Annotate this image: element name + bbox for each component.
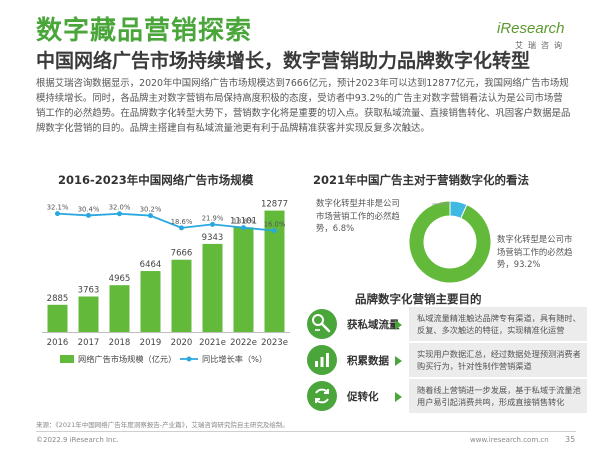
arrow-icon xyxy=(395,320,402,330)
traffic-icon xyxy=(307,309,337,339)
x-tick-label: 2018 xyxy=(109,338,131,348)
x-tick-label: 2016 xyxy=(47,338,69,348)
growth-point xyxy=(210,221,215,227)
bar xyxy=(47,304,68,332)
x-tick-label: 2017 xyxy=(78,338,100,348)
growth-label: 21.9% xyxy=(202,214,224,222)
goal-row-conversion: 促转化 随着线上营销进一步发展，基于私域于流量池用户易引起消费共鸣，形成直接销售… xyxy=(305,379,587,415)
donut-slice xyxy=(408,200,492,284)
bar-value-label: 7666 xyxy=(171,249,193,259)
footer-divider xyxy=(36,431,576,432)
bar-value-label: 12877 xyxy=(261,200,288,210)
data-icon xyxy=(307,345,337,375)
bar-value-label: 3763 xyxy=(78,286,100,296)
legend-swatch-bars xyxy=(60,355,74,363)
goal-name: 获私域流量 xyxy=(347,319,400,331)
goal-name: 积累数据 xyxy=(347,355,389,367)
growth-point xyxy=(179,225,184,231)
growth-point xyxy=(241,225,246,231)
growth-label: 32.0% xyxy=(109,204,131,212)
bar xyxy=(109,285,130,332)
growth-line xyxy=(57,212,275,232)
source-note: 来源：《2021年中国网络广告年度洞察报告-产业篇》，艾瑞咨询研究院自主研究及绘… xyxy=(36,421,289,429)
growth-point xyxy=(117,211,122,217)
goal-description: 私域流量精准触达品牌专有渠道，具有随时、反复、多次触达的特征，实现精准化运营 xyxy=(409,307,587,341)
growth-point xyxy=(272,228,277,234)
legend-marker-line xyxy=(186,356,192,362)
donut-label-minority: 数字化转型并非是公司市场营销工作的必然趋势，6.8% xyxy=(316,198,400,233)
arrow-icon xyxy=(395,392,402,402)
bar-value-label: 2885 xyxy=(47,294,69,304)
pie-chart-title: 2021年中国广告主对于营销数字化的看法 xyxy=(313,173,530,187)
x-tick-label: 2023e xyxy=(261,338,288,348)
growth-point xyxy=(86,212,91,218)
marketing-attitude-donut xyxy=(408,200,492,284)
website-link[interactable]: www.iresearch.com.cn xyxy=(470,436,549,444)
bar xyxy=(140,271,161,332)
page-number: 35 xyxy=(565,435,576,444)
goals-title: 品牌数字化营销主要目的 xyxy=(355,292,482,306)
bar-value-label: 6464 xyxy=(140,260,162,270)
goal-row-data: 积累数据 实现用户数据汇总，经过数据处理预测消费者购买行为，针对性制作营销渠道 xyxy=(305,343,587,379)
growth-label: 18.8% xyxy=(233,218,255,226)
growth-label: 30.4% xyxy=(78,205,100,213)
growth-point xyxy=(55,211,60,217)
bar xyxy=(264,210,285,332)
donut-label-majority: 数字化转型是公司市场营销工作的必然趋势，93.2% xyxy=(497,234,573,269)
logo-brand: iResearch xyxy=(497,20,565,37)
page-subtitle: 中国网络广告市场持续增长，数字营销助力品牌数字化转型 xyxy=(36,50,531,72)
x-tick-label: 2021e xyxy=(199,338,226,348)
bar-chart-title: 2016-2023年中国网络广告市场规模 xyxy=(58,173,254,187)
conversion-icon xyxy=(307,381,337,411)
bar xyxy=(202,243,223,332)
x-tick-label: 2022e xyxy=(230,338,257,348)
x-tick-label: 2019 xyxy=(140,338,162,348)
goal-name: 促转化 xyxy=(347,391,379,403)
goal-description: 随着线上营销进一步发展，基于私域于流量池用户易引起消费共鸣，形成直接销售转化 xyxy=(409,379,587,413)
intro-paragraph: 根据艾瑞咨询数据显示，2020年中国网络广告市场规模达到7666亿元，预计202… xyxy=(36,78,571,134)
iresearch-logo: iResearch 艾瑞咨询 xyxy=(497,20,577,60)
market-size-chart: 2885 2016 3763 2017 4965 2018 6464 2019 7666 2020… xyxy=(42,200,290,364)
growth-point xyxy=(148,213,153,219)
bar xyxy=(78,296,99,332)
arrow-icon xyxy=(395,356,402,366)
bar xyxy=(233,227,254,332)
goal-description: 实现用户数据汇总，经过数据处理预测消费者购买行为，针对性制作营销渠道 xyxy=(409,343,587,377)
bar-value-label: 9343 xyxy=(202,233,224,243)
goal-row-traffic: 获私域流量 私域流量精准触达品牌专有渠道，具有随时、反复、多次触达的特征，实现精… xyxy=(305,307,587,343)
growth-label: 16.0% xyxy=(264,221,286,229)
page-title: 数字藏品营销探索 xyxy=(36,16,253,46)
logo-chinese-name: 艾瑞咨询 xyxy=(515,41,567,50)
x-tick-label: 2020 xyxy=(171,338,193,348)
leader-line xyxy=(432,202,451,205)
growth-label: 18.6% xyxy=(171,218,193,226)
legend-label-bars: 网络广告市场规模（亿元） xyxy=(78,354,176,364)
copyright: ©2022.9 iResearch Inc. xyxy=(36,436,119,444)
growth-label: 30.2% xyxy=(140,206,162,214)
legend-label-line: 同比增长率（%） xyxy=(202,354,267,364)
bar-value-label: 4965 xyxy=(109,274,131,284)
bar-value-label: 11101 xyxy=(230,216,257,226)
growth-label: 32.1% xyxy=(47,204,69,212)
bar xyxy=(171,259,192,332)
